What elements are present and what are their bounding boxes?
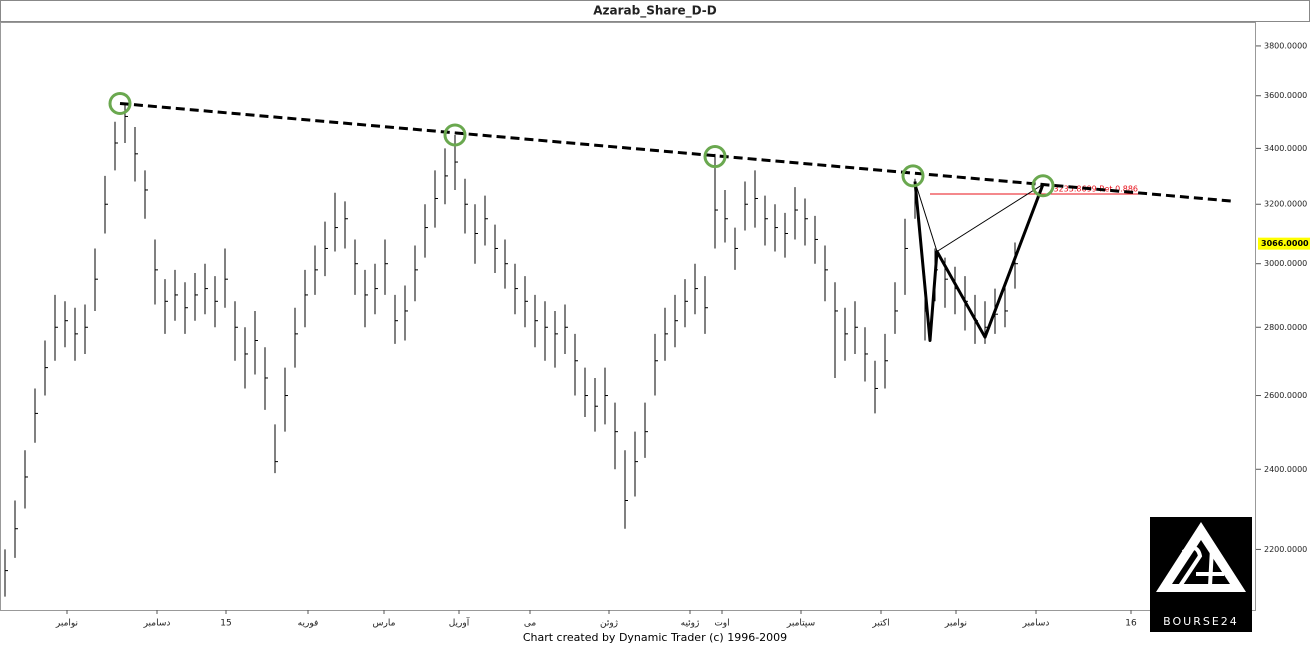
pattern-line: [913, 181, 1045, 343]
y-tick-label: 3400.0000: [1264, 144, 1307, 153]
credit: Chart created by Dynamic Trader (c) 1996…: [523, 631, 787, 644]
retracement-label: 3235.8699 Ret 0.886: [1053, 184, 1138, 193]
x-tick-label: اکتبر: [871, 619, 889, 629]
x-tick-label: 15: [220, 619, 231, 629]
x-tick-label: نوامبر: [55, 619, 78, 629]
logo-strokes: [1176, 545, 1224, 588]
last-price-label: 3066.0000: [1261, 239, 1309, 248]
y-tick-label: 2800.0000: [1264, 323, 1307, 332]
x-tick-label: دسامبر: [1022, 619, 1050, 629]
y-tick-label: 3200.0000: [1264, 200, 1307, 209]
pattern-connector: [914, 181, 938, 252]
trendline: [119, 101, 1236, 203]
x-tick-label: ژوئیه: [681, 619, 700, 629]
chart-title: Azarab_Share_D-D: [593, 4, 716, 19]
pivot-circle: [901, 164, 925, 188]
pattern-connector: [936, 183, 1044, 252]
x-tick-label: 16: [1125, 619, 1137, 629]
x-tick-label: اوت: [714, 619, 729, 629]
y-tick-label: 2400.0000: [1264, 465, 1307, 474]
x-tick-label: آوریل: [449, 617, 470, 629]
plot-frame: [0, 22, 1256, 611]
y-tick-label: 3800.0000: [1264, 41, 1307, 50]
logo-mark: [1156, 522, 1246, 592]
pivot-circle: [108, 91, 132, 115]
pivot-circle: [703, 145, 727, 169]
last-price-box: [1258, 237, 1310, 250]
x-tick-label: دسامبر: [143, 619, 171, 629]
y-tick-label: 3600.0000: [1264, 91, 1307, 100]
logo-text: BOURSE24: [1163, 615, 1239, 628]
x-tick-label: مارس: [373, 619, 396, 629]
pivot-circle: [1031, 174, 1055, 198]
logo: BOURSE24: [1150, 517, 1252, 632]
y-tick-label: 2200.0000: [1264, 545, 1307, 554]
y-tick-label: 3000.0000: [1264, 259, 1307, 268]
x-tick-label: فوریه: [298, 619, 319, 629]
x-tick-label: سپتامبر: [786, 619, 815, 629]
x-tick-label: نوامبر: [944, 619, 967, 629]
x-tick-label: ژوئن: [600, 619, 618, 629]
y-tick-label: 2600.0000: [1264, 391, 1307, 400]
x-tick-label: می: [524, 619, 537, 629]
pivot-circle: [443, 123, 467, 147]
